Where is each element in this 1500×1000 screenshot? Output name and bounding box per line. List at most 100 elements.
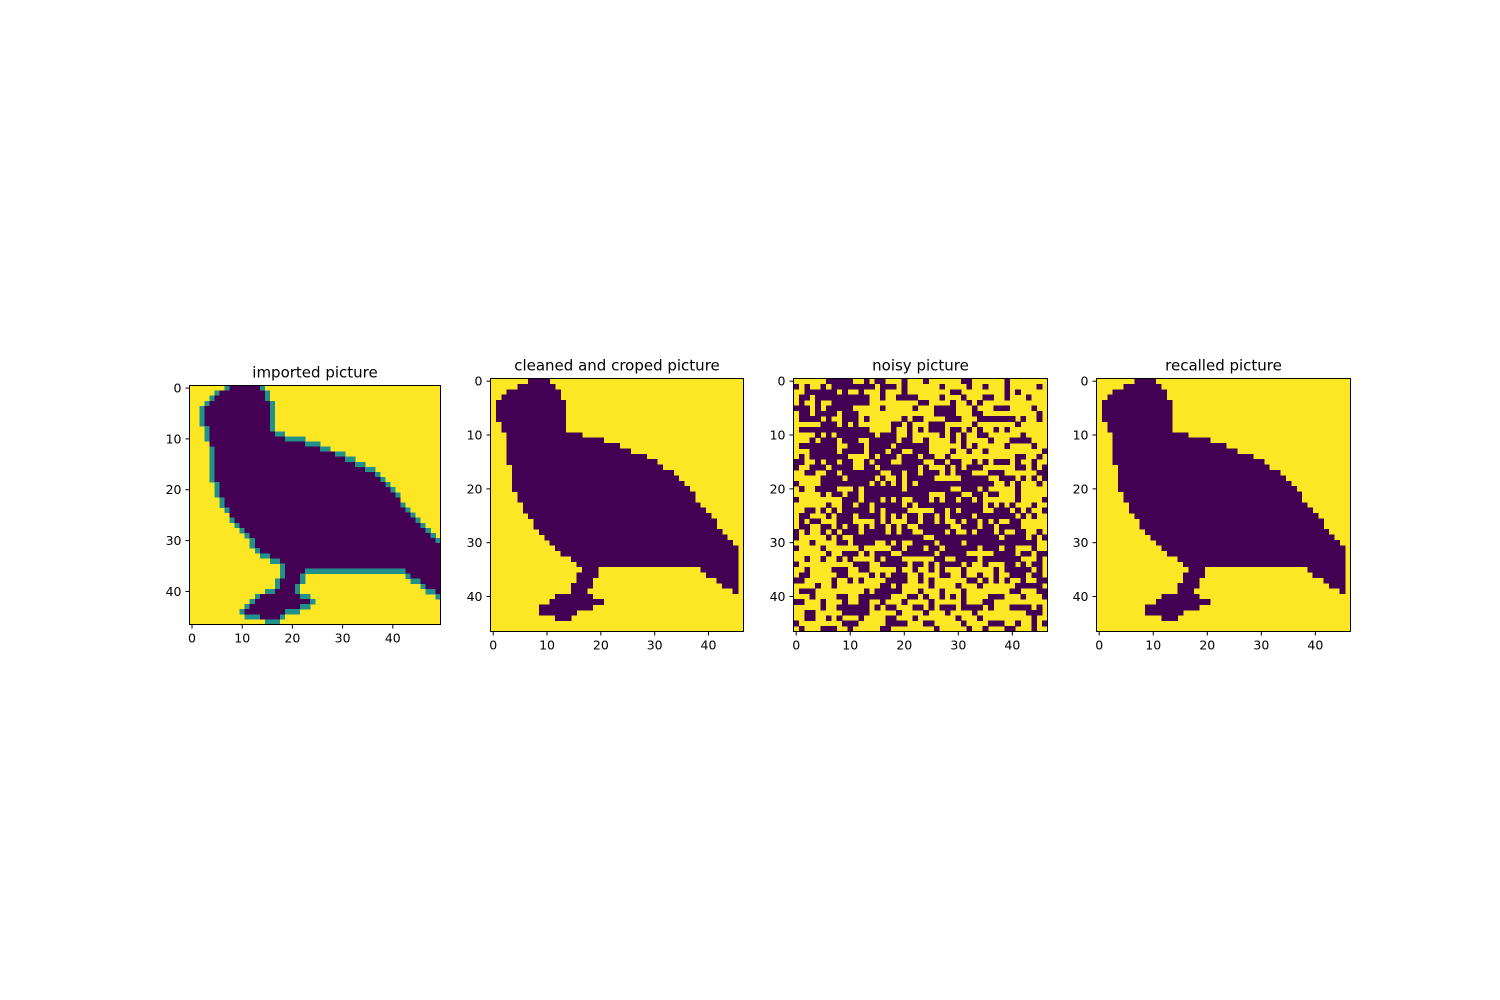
heatmap-cell	[603, 464, 610, 471]
heatmap-cell	[641, 453, 647, 460]
heatmap-cell	[721, 561, 728, 568]
heatmap-cell	[415, 563, 421, 569]
heatmap-cell	[517, 421, 524, 428]
heatmap-cell	[501, 421, 507, 428]
heatmap-cell	[966, 378, 973, 385]
heatmap-cell	[1145, 443, 1151, 449]
heatmap-cell	[863, 550, 870, 557]
heatmap-cell	[269, 451, 276, 457]
heatmap-cell	[1172, 502, 1178, 508]
heatmap-cell	[320, 543, 326, 549]
heatmap-cell	[1296, 550, 1303, 557]
y-tick-label: 20	[770, 481, 786, 496]
heatmap-cell	[254, 426, 261, 432]
heatmap-cell	[1166, 534, 1173, 541]
heatmap-cell	[299, 441, 306, 447]
heatmap-cell	[405, 527, 411, 534]
heatmap-cell	[309, 532, 316, 539]
heatmap-cell	[294, 532, 301, 539]
heatmap-cell	[912, 470, 919, 476]
heatmap-cell	[274, 593, 281, 600]
heatmap-cell	[395, 527, 401, 534]
heatmap-cell	[340, 461, 346, 468]
heatmap-cell	[1199, 545, 1205, 552]
heatmap-cell	[587, 599, 594, 605]
heatmap-cell	[560, 615, 567, 622]
heatmap-cell	[204, 400, 210, 407]
heatmap-cell	[820, 480, 827, 487]
heatmap-cell	[560, 480, 567, 487]
heatmap-cell	[576, 459, 583, 465]
heatmap-cell	[1253, 486, 1259, 492]
heatmap-cell	[598, 545, 604, 552]
heatmap-cell	[555, 502, 561, 508]
heatmap-cell	[625, 486, 631, 492]
heatmap-cell	[1237, 453, 1243, 460]
heatmap-cell	[815, 464, 821, 471]
heatmap-cell	[988, 523, 994, 530]
heatmap-cell	[229, 477, 235, 483]
heatmap-cell	[1199, 513, 1205, 519]
heatmap-cell	[1161, 426, 1168, 433]
heatmap-cell	[993, 593, 1000, 600]
heatmap-cell	[345, 532, 351, 539]
heatmap-cell	[890, 502, 897, 508]
heatmap-cell	[896, 507, 902, 514]
heatmap-cell	[646, 534, 653, 541]
heatmap-cell	[896, 561, 902, 568]
heatmap-cell	[1274, 534, 1281, 541]
heatmap-cell	[592, 523, 599, 530]
heatmap-cell	[1166, 609, 1173, 616]
heatmap-cell	[1301, 529, 1308, 535]
heatmap-cell	[330, 532, 336, 539]
heatmap-cell	[917, 459, 924, 465]
heatmap-cell	[325, 466, 331, 473]
heatmap-cell	[1269, 556, 1276, 562]
heatmap-cell	[405, 548, 411, 554]
heatmap-cell	[603, 448, 610, 455]
heatmap-cell	[635, 545, 642, 552]
heatmap-cell	[603, 496, 610, 503]
heatmap-cell	[885, 502, 892, 508]
heatmap-cell	[1328, 550, 1335, 557]
heatmap-cell	[961, 502, 967, 508]
heatmap-cell	[249, 410, 256, 417]
heatmap-cell	[619, 518, 626, 525]
heatmap-cell	[852, 529, 859, 535]
heatmap-cell	[284, 446, 291, 452]
heatmap-cell	[224, 497, 230, 503]
heatmap-cell	[229, 441, 235, 447]
heatmap-cell	[259, 405, 266, 412]
heatmap-cell	[809, 507, 816, 514]
heatmap-cell	[360, 507, 366, 513]
heatmap-cell	[538, 464, 545, 471]
heatmap-cell	[315, 471, 321, 478]
heatmap-cell	[874, 529, 881, 535]
heatmap-cell	[1231, 448, 1238, 455]
heatmap-cell	[1237, 470, 1243, 476]
heatmap-cell	[330, 497, 336, 503]
heatmap-cell	[274, 599, 281, 605]
heatmap-cell	[798, 410, 805, 417]
heatmap-cell	[1134, 507, 1141, 514]
heatmap-cell	[998, 507, 1005, 514]
heatmap-cell	[1166, 491, 1173, 498]
heatmap-cell	[988, 534, 994, 541]
heatmap-cell	[214, 405, 220, 412]
heatmap-cell	[355, 512, 361, 519]
heatmap-cell	[1172, 513, 1178, 519]
heatmap-cell	[906, 480, 913, 487]
heatmap-cell	[944, 491, 951, 498]
heatmap-cell	[555, 496, 561, 503]
heatmap-cell	[836, 556, 843, 562]
heatmap-cell	[689, 534, 696, 541]
heatmap-cell	[244, 482, 251, 488]
heatmap-cell	[961, 432, 967, 439]
heatmap-cell	[1264, 534, 1270, 541]
heatmap-cell	[928, 518, 935, 525]
heatmap-cell	[517, 400, 524, 406]
heatmap-cell	[1031, 502, 1037, 508]
heatmap-cell	[544, 529, 551, 535]
heatmap-cell	[847, 426, 854, 433]
